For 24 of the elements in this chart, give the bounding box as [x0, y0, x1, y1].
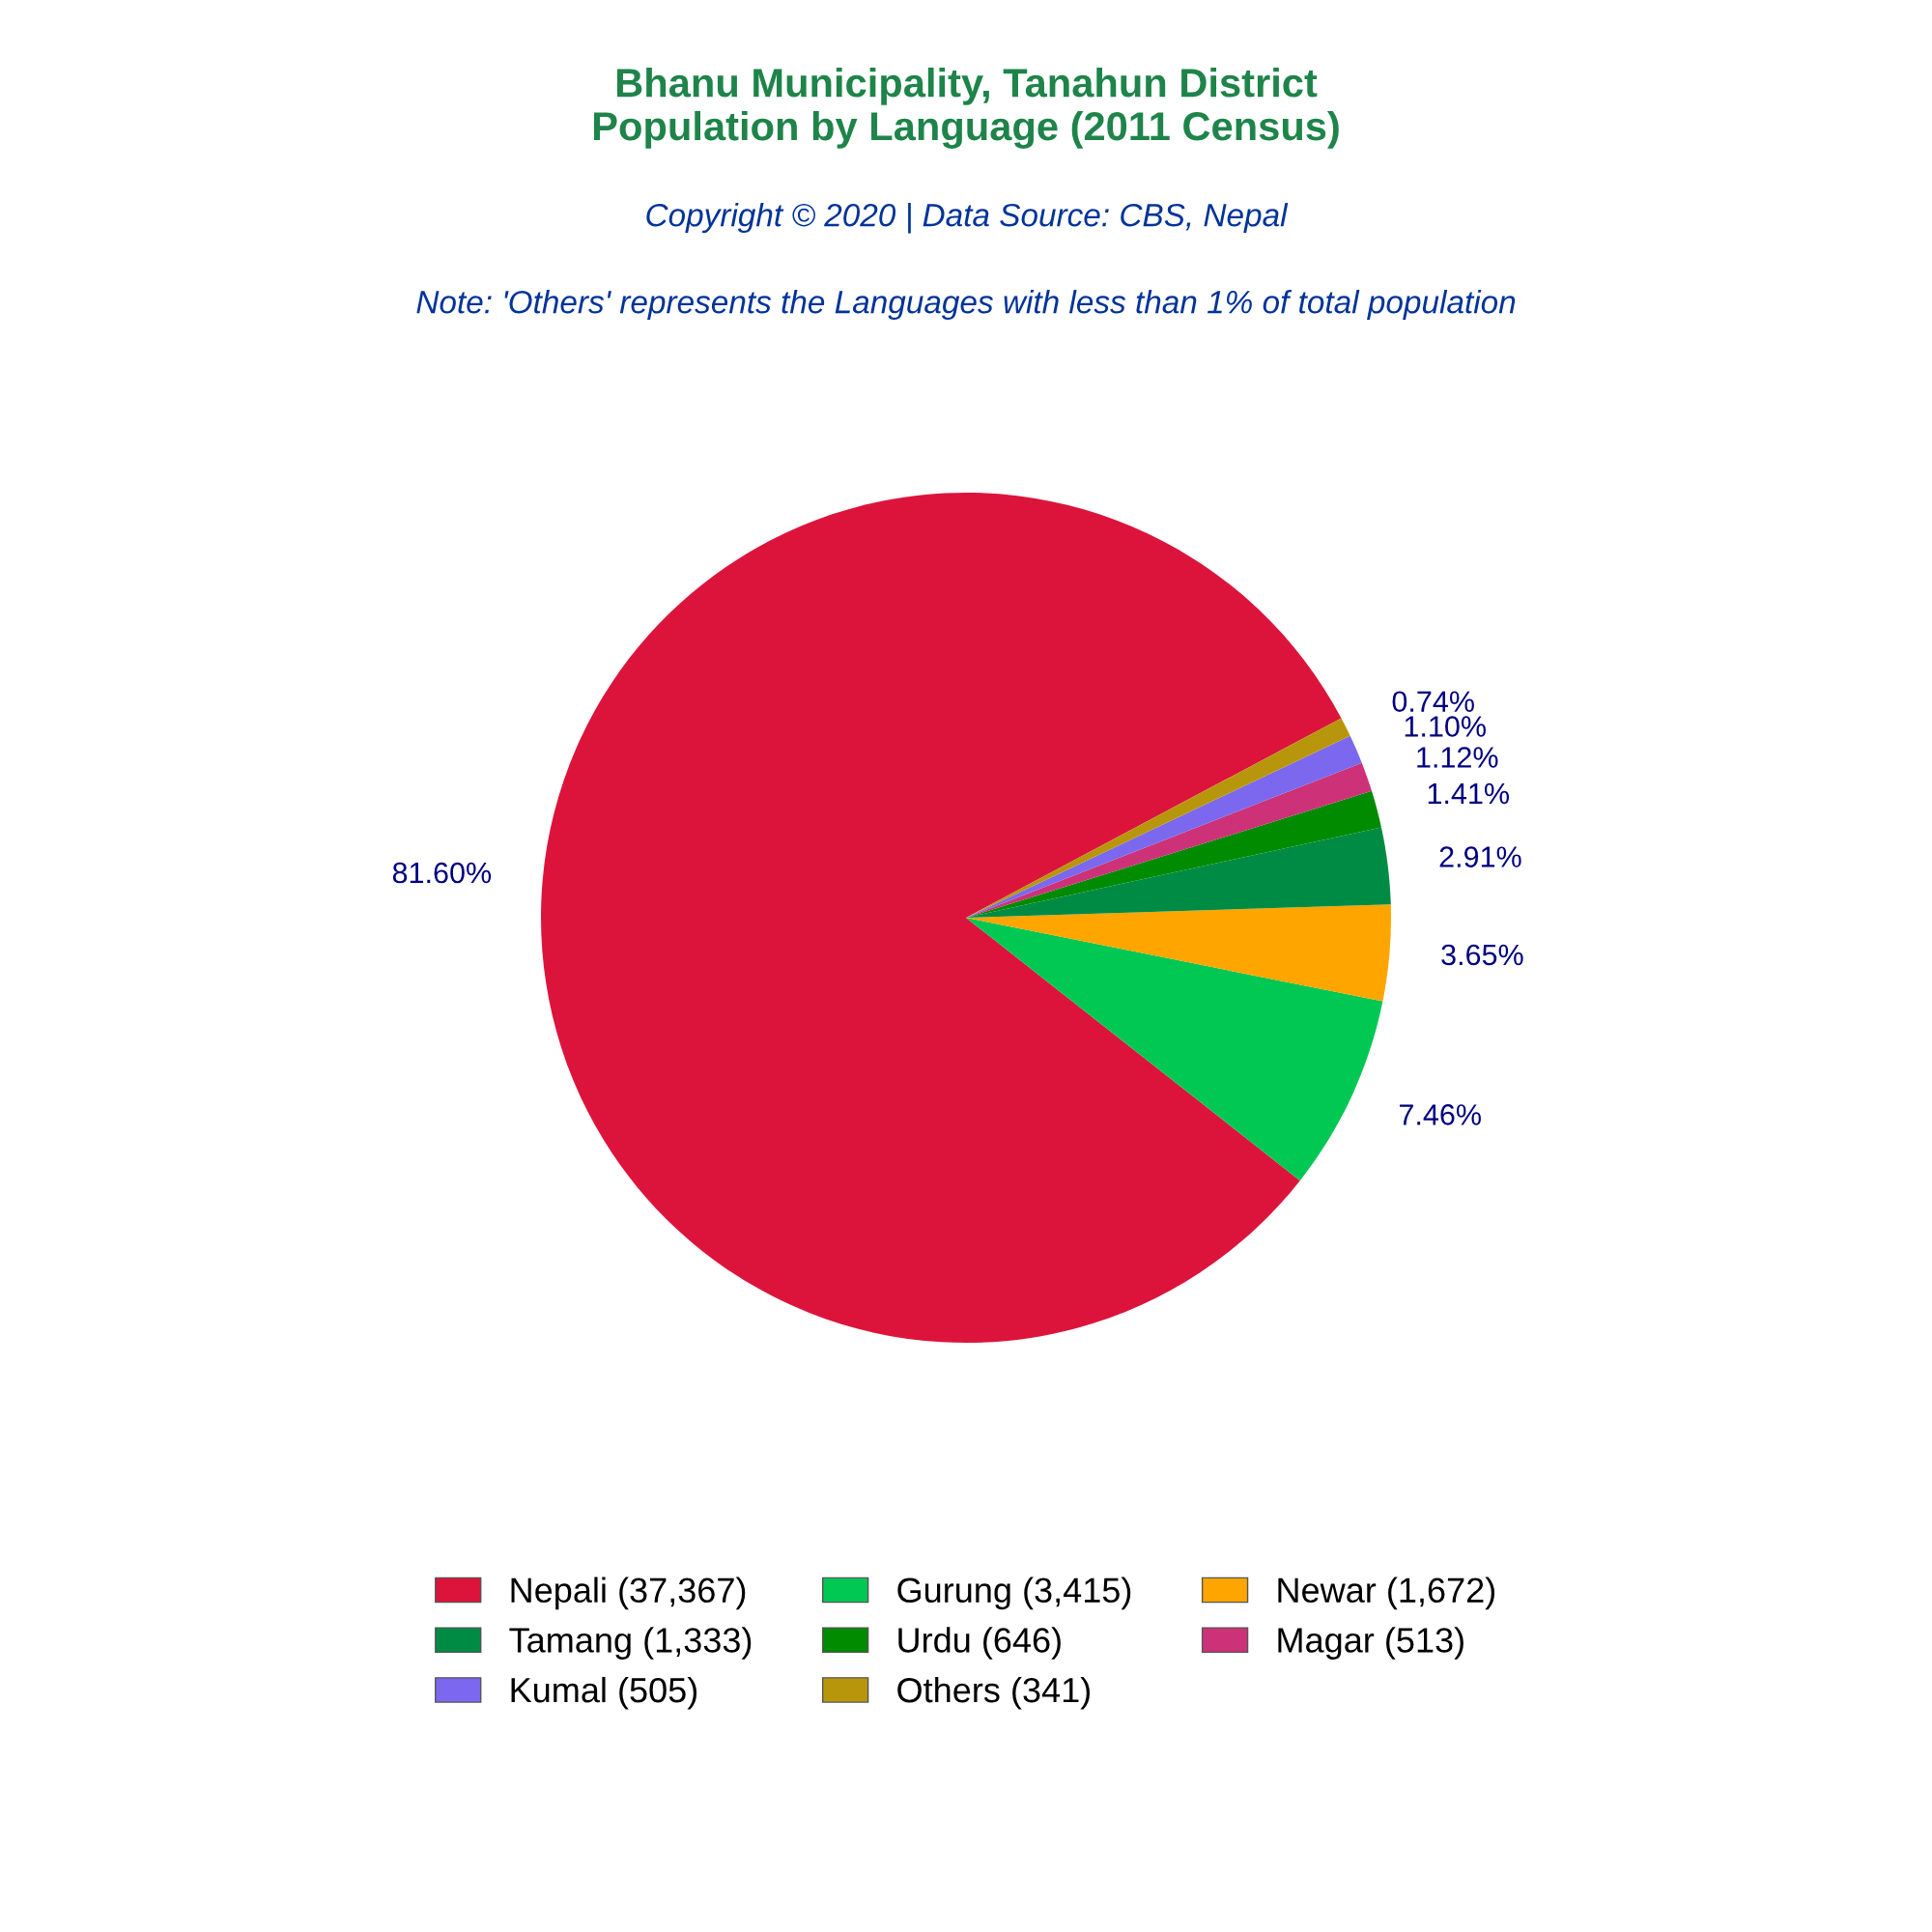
legend-label: Kumal (505) — [511, 1676, 697, 1710]
chart-subtitle: Copyright © 2020 | Data Source: CBS, Nepal — [646, 203, 1289, 234]
data-label: 1.10% — [1405, 716, 1486, 737]
legend-label: Magar (513) — [1278, 1627, 1463, 1660]
pie-slice — [966, 762, 1372, 918]
data-label: 81.60% — [392, 862, 492, 884]
pie-slice — [966, 827, 1391, 918]
legend-label: Gurung (3,415) — [897, 1577, 1131, 1610]
legend-label: Tamang (1,333) — [509, 1627, 752, 1660]
text: Note: 'Others' represents the Languages with less than 1% of total population — [416, 290, 1516, 321]
data-label: 7.46% — [1399, 1104, 1481, 1125]
legend-label: Newar (1,672) — [1278, 1577, 1495, 1610]
data-label: 1.12% — [1417, 747, 1498, 768]
data-label: 2.91% — [1439, 846, 1521, 867]
pie-slice — [541, 493, 1342, 1343]
data-label: 1.41% — [1428, 782, 1509, 805]
legend-label: Urdu (646) — [898, 1627, 1061, 1660]
legend-label: Others (341) — [897, 1676, 1090, 1710]
legend-label: Nepali (37,367) — [511, 1577, 746, 1610]
pie-slice — [966, 904, 1391, 1002]
data-label: 3.65% — [1441, 944, 1523, 966]
pie-slice — [966, 918, 1383, 1181]
data-label: 0.74% — [1392, 691, 1474, 713]
chart-title: Bhanu Municipality, Tanahun District Population by Language (2011 Census) — [594, 68, 1339, 149]
